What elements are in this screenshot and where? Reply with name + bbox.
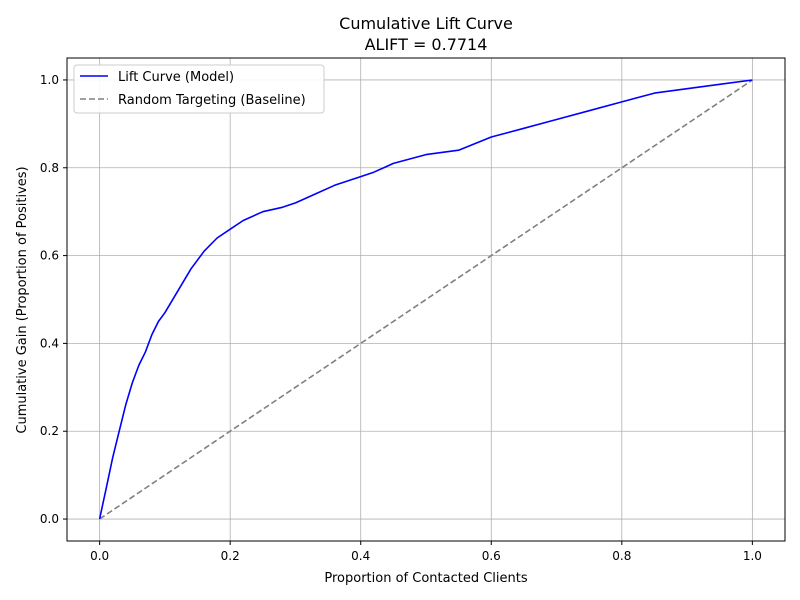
ticks: 0.0 0.2 0.4 0.6 0.8 1.0 0.0 0.2 0.4 0.6 0.8 1.0 — [40, 73, 762, 563]
x-tick-label: 0.0 — [90, 549, 109, 563]
series-layer — [98, 79, 753, 520]
x-tick-label: 0.8 — [612, 549, 631, 563]
plot-frame — [66, 57, 786, 542]
y-tick-label: 0.0 — [40, 512, 59, 526]
y-tick-label: 0.4 — [40, 336, 59, 350]
y-tick-label: 0.8 — [40, 161, 59, 175]
y-tick-label: 0.6 — [40, 249, 59, 263]
y-tick-label: 1.0 — [40, 73, 59, 87]
series-line-baseline — [99, 79, 753, 520]
legend-box — [73, 64, 325, 114]
series-line-model — [98, 79, 753, 520]
x-tick-label: 0.2 — [221, 549, 240, 563]
legend-label-baseline: Random Targeting (Baseline) — [118, 93, 306, 108]
chart-subtitle: ALIFT = 0.7714 — [365, 35, 488, 54]
x-axis-label: Proportion of Contacted Clients — [324, 571, 527, 586]
legend: Lift Curve (Model) Random Targeting (Bas… — [73, 64, 325, 114]
y-tick-label: 0.2 — [40, 424, 59, 438]
x-tick-label: 0.4 — [351, 549, 370, 563]
chart-title: Cumulative Lift Curve — [339, 14, 513, 33]
legend-label-model: Lift Curve (Model) — [118, 70, 234, 85]
x-tick-label: 0.6 — [482, 549, 501, 563]
y-axis-label: Cumulative Gain (Proportion of Positives… — [15, 166, 30, 433]
x-tick-label: 1.0 — [743, 549, 762, 563]
